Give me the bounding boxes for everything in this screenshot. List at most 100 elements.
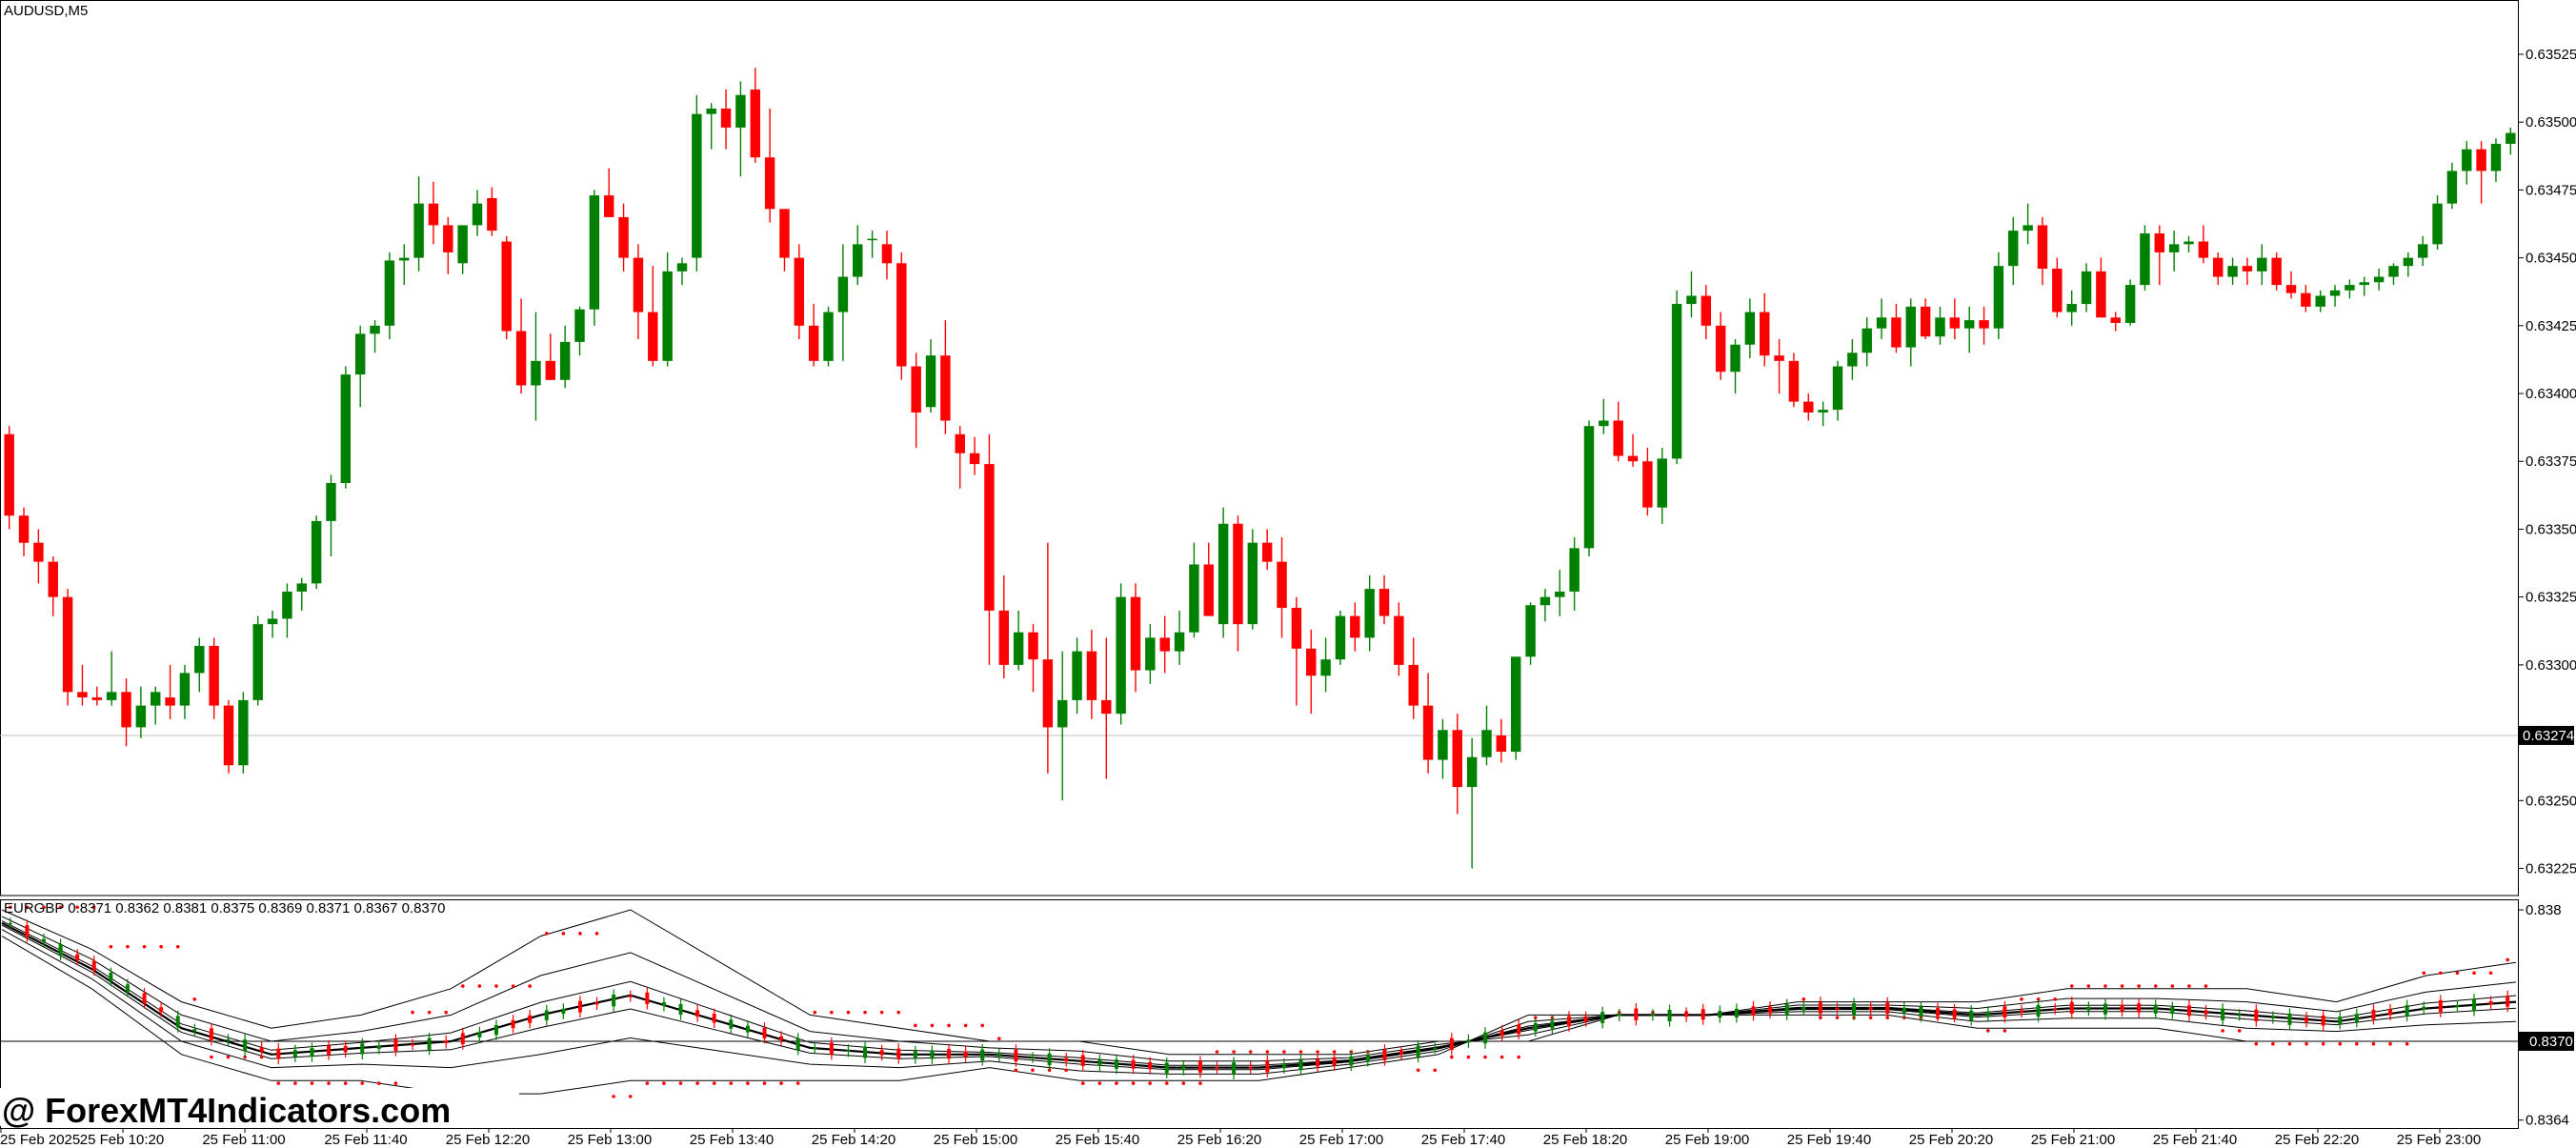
x-tick-label: 25 Feb 23:00 bbox=[2397, 1132, 2481, 1148]
sub-candle-body bbox=[1416, 1045, 1420, 1057]
candle-body bbox=[1920, 306, 1931, 337]
sub-candle-body bbox=[1650, 1014, 1655, 1017]
sub-candle-body bbox=[2002, 1006, 2007, 1018]
parabolic-dot bbox=[2153, 984, 2158, 988]
sub-candle-body bbox=[1382, 1049, 1387, 1061]
sub-candle bbox=[1466, 1034, 1471, 1048]
candle bbox=[2110, 312, 2121, 332]
parabolic-dot bbox=[327, 1081, 331, 1085]
candle bbox=[1774, 339, 1784, 394]
candle-body bbox=[984, 464, 995, 611]
candle bbox=[1760, 292, 1770, 367]
candle-body bbox=[2373, 276, 2385, 283]
current-price-label: 0.63274 bbox=[2523, 728, 2574, 744]
candle bbox=[1920, 298, 1931, 340]
sub-candle bbox=[511, 1015, 515, 1034]
sub-candle bbox=[947, 1043, 952, 1064]
candle bbox=[925, 339, 936, 413]
sub-candle bbox=[1734, 1003, 1739, 1023]
sub-candle-body bbox=[528, 1015, 533, 1023]
candle bbox=[1174, 610, 1185, 665]
candle bbox=[1159, 615, 1170, 674]
candle-body bbox=[1159, 637, 1170, 652]
sub-candle bbox=[2338, 1011, 2343, 1030]
x-tick-label: 25 Feb 11:40 bbox=[324, 1132, 407, 1148]
sub-candle bbox=[2405, 999, 2409, 1022]
sub-candle-body bbox=[695, 1010, 700, 1017]
sub-candle-body bbox=[25, 925, 30, 937]
sub-candle-body bbox=[2405, 1005, 2409, 1017]
candle-body bbox=[1408, 664, 1419, 706]
candle bbox=[1788, 352, 1800, 408]
parabolic-dot bbox=[243, 1055, 247, 1059]
parabolic-dot bbox=[1517, 1055, 1520, 1059]
sub-candle-body bbox=[175, 1016, 180, 1028]
sub-candle bbox=[1365, 1050, 1370, 1067]
y-tick-label: 0.63250 bbox=[2526, 793, 2576, 809]
sub-candle-body bbox=[896, 1048, 901, 1059]
sub-candle bbox=[2388, 1003, 2393, 1021]
time-axis: 25 Feb 2025 25 Feb 10:20 25 Feb 11:00 25 Fe… bbox=[0, 1128, 2481, 1148]
sub-candle-body bbox=[1985, 1011, 1990, 1017]
sub-candle-body bbox=[2455, 1005, 2460, 1007]
candle-body bbox=[1510, 656, 1521, 753]
candle-body bbox=[1203, 564, 1214, 616]
sub-candle-body bbox=[1969, 1010, 1974, 1021]
sub-candle bbox=[1684, 1007, 1689, 1022]
candle-body bbox=[1935, 317, 1945, 337]
parabolic-dot bbox=[159, 944, 163, 949]
sub-candle bbox=[460, 1027, 465, 1050]
candle-body bbox=[1496, 735, 1507, 753]
candle-body bbox=[2329, 290, 2341, 296]
candle-body bbox=[1189, 564, 1199, 633]
ma-line bbox=[1, 924, 2517, 1071]
candle bbox=[1555, 570, 1565, 616]
candle-body bbox=[1218, 523, 1229, 625]
sub-candle bbox=[393, 1034, 398, 1057]
sub-candle bbox=[411, 1038, 415, 1051]
candle bbox=[121, 678, 131, 747]
candle-body bbox=[2124, 285, 2136, 323]
x-tick-label: 25 Feb 10:20 bbox=[80, 1132, 164, 1148]
candle bbox=[2271, 252, 2282, 291]
sub-candle bbox=[2237, 1009, 2242, 1021]
sub-candle bbox=[762, 1022, 767, 1044]
parabolic-dot bbox=[411, 1010, 414, 1015]
sub-candle bbox=[1181, 1059, 1186, 1076]
sub-candle-body bbox=[2137, 1003, 2142, 1013]
sub-candle bbox=[1969, 1005, 1974, 1026]
sub-candle-body bbox=[1718, 1011, 1722, 1018]
candle bbox=[2432, 195, 2443, 251]
sub-candle-body bbox=[1332, 1057, 1337, 1066]
sub-candle bbox=[846, 1044, 851, 1057]
sub-candle bbox=[1131, 1055, 1136, 1075]
candle bbox=[1525, 602, 1536, 665]
parabolic-dot bbox=[2338, 1041, 2343, 1046]
sub-candle bbox=[1550, 1016, 1555, 1035]
y-tick-label: 0.63325 bbox=[2526, 590, 2576, 606]
sub-candle bbox=[577, 996, 582, 1018]
candle bbox=[1408, 637, 1419, 719]
parabolic-dot bbox=[963, 1023, 968, 1028]
parabolic-dot bbox=[2287, 1041, 2292, 1046]
parabolic-dot bbox=[2020, 997, 2023, 1001]
candle-body bbox=[1042, 659, 1054, 728]
candle-body bbox=[1145, 637, 1156, 671]
candle bbox=[837, 244, 849, 361]
sub-candle-body bbox=[2304, 1017, 2309, 1022]
sub-candle bbox=[2270, 1011, 2275, 1024]
parabolic-dot bbox=[779, 1081, 783, 1085]
parabolic-dot bbox=[980, 1023, 985, 1028]
sub-candle-body bbox=[1885, 1002, 1890, 1015]
candle bbox=[135, 686, 147, 738]
sub-candle-body bbox=[1281, 1063, 1286, 1069]
candle-body bbox=[223, 705, 234, 766]
sub-candle-body bbox=[577, 1000, 582, 1013]
candle bbox=[428, 181, 439, 245]
candle-body bbox=[2285, 285, 2297, 293]
candle-body bbox=[1686, 295, 1697, 305]
sub-candle-body bbox=[292, 1050, 297, 1057]
sub-candle bbox=[1634, 1002, 1639, 1026]
candle bbox=[1042, 542, 1054, 774]
sub-candle bbox=[1281, 1057, 1286, 1074]
